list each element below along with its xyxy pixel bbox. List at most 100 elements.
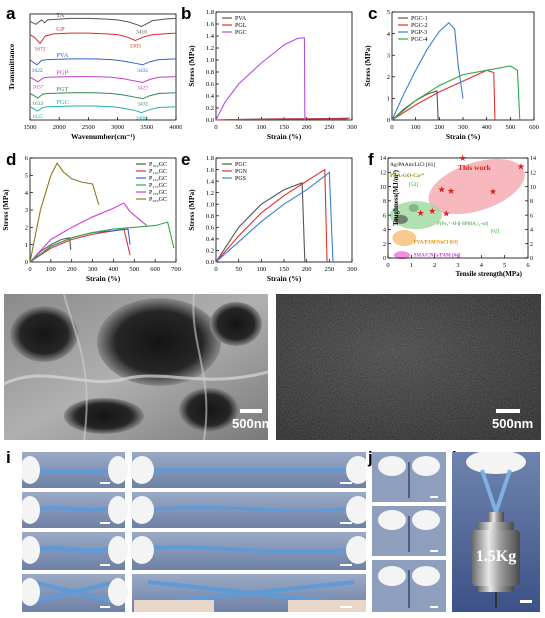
legend-label: P₁₀₀GC <box>149 162 167 168</box>
legend-label: PGC <box>235 30 247 36</box>
x-tick-label: 300 <box>458 124 468 131</box>
legend-label: PGN <box>235 169 248 175</box>
x-tick-label: 300 <box>347 124 357 131</box>
sem-image-h: 500nm <box>276 294 541 440</box>
region-sma <box>394 251 410 260</box>
photo-panel-j <box>372 452 446 612</box>
y-tick-label: 2 <box>387 74 390 81</box>
peak-label: 1625 <box>32 114 43 120</box>
y-tick-label-left: 10 <box>380 185 386 191</box>
y-tick-label: 4 <box>387 31 391 38</box>
panel-label-f: f <box>368 150 374 169</box>
legend-label: PGC <box>235 162 247 168</box>
y-tick-label-right: 14 <box>530 156 536 162</box>
y-tick-label: 0 <box>387 117 390 124</box>
y-tick-label-right: 2 <box>530 242 533 248</box>
series-line <box>391 22 464 121</box>
y-tick-label-right: 4 <box>530 228 533 234</box>
y-tick-label: 0.6 <box>206 225 215 232</box>
x-axis-label: Tensile strength(MPa) <box>456 270 523 278</box>
x-tick-label: 150 <box>279 124 289 131</box>
data-point-star: ★ <box>438 184 446 194</box>
x-tick-label: 200 <box>302 266 312 273</box>
data-point-star: ★ <box>417 208 425 218</box>
peak-label: 3410 <box>136 30 147 36</box>
x-tick-label: 400 <box>482 124 492 131</box>
x-tick-label: 5 <box>503 262 506 269</box>
series-line <box>391 69 496 121</box>
series-line <box>215 182 306 263</box>
x-axis-label: Wavenumber(cm⁻¹) <box>71 132 136 141</box>
photo-panel-i <box>22 452 366 612</box>
x-tick-label: 150 <box>279 266 289 273</box>
y-tick-label: 1.8 <box>206 155 214 162</box>
chart-annotation: PAA-GO-Ca²⁺ <box>390 172 424 179</box>
legend-label: P₁₅₀GC <box>149 176 167 182</box>
spectrum-line <box>29 92 177 100</box>
x-tick-label: 3500 <box>140 124 153 131</box>
scale-bar-h <box>496 409 520 413</box>
data-point-star: ★ <box>459 153 467 163</box>
y-tick-label: 0.8 <box>206 213 214 220</box>
panel-label-c: c <box>368 4 378 23</box>
y-tick-label-right: 10 <box>530 185 536 191</box>
x-tick-label: 2000 <box>53 124 66 131</box>
region-ag-paam <box>393 214 408 224</box>
peak-label: 3427 <box>137 85 148 91</box>
knot-photos <box>372 452 446 612</box>
x-tick-label: 200 <box>67 266 77 273</box>
legend-label: P₂₀₀GC <box>149 197 167 203</box>
peak-label: 3431 <box>137 102 148 108</box>
panel-label-j: j <box>368 448 373 467</box>
chart-annotation: P(Fe₃⁺-H-β-SPMA₁/₄-sd) <box>437 221 489 227</box>
stress-strain-chart-b: 0 50 100 150 200 250 300 0.0 0.2 0.4 0.6 0.8 1.0 1.2 1… <box>187 9 357 141</box>
y-tick-label: 0 <box>25 259 28 266</box>
peak-label: 1633 <box>32 101 43 107</box>
y-tick-label-right: 8 <box>530 199 533 205</box>
x-axis-label: Strain (%) <box>86 274 121 283</box>
y-tick-label: 1.4 <box>206 178 215 185</box>
y-tick-label: 3 <box>387 52 390 59</box>
legend-label: P₁₉₀GC <box>149 190 167 196</box>
y-tick-label: 6 <box>25 155 29 162</box>
y-axis-label: Transmittance <box>7 43 16 90</box>
y-tick-label: 1.2 <box>206 45 214 52</box>
sem-texture-h <box>276 294 541 440</box>
y-tick-label: 1.2 <box>206 190 214 197</box>
x-tick-label: 300 <box>347 266 357 273</box>
series-line <box>215 37 306 121</box>
x-axis-label: Strain (%) <box>267 274 302 283</box>
x-tick-label: 100 <box>256 124 266 131</box>
chart-annotation: This work <box>458 163 492 172</box>
x-tick-label: 3000 <box>111 124 124 131</box>
y-tick-label-right: 0 <box>530 256 533 262</box>
region-this-work <box>428 159 525 215</box>
region-paa-go <box>408 204 419 212</box>
x-tick-label: 50 <box>235 124 242 131</box>
legend-label: PGP-3 <box>411 30 427 36</box>
x-tick-label: 500 <box>129 266 139 273</box>
y-tick-label: 0.2 <box>206 248 214 255</box>
chart-annotation: SMA/CNFs/PAM [64] <box>414 254 461 259</box>
spectrum-line <box>29 32 177 45</box>
scale-bar-g <box>240 409 262 413</box>
panel-label-a: a <box>6 4 16 23</box>
y-tick-label-left: 12 <box>380 170 386 176</box>
x-tick-label: 2 <box>433 262 436 269</box>
x-tick-label: 300 <box>88 266 98 273</box>
data-point-star: ★ <box>428 206 436 216</box>
y-axis-label: Stress (MPa) <box>187 189 196 231</box>
legend-label: P₁₂₀GC <box>149 169 167 175</box>
y-tick-label-left: 4 <box>383 228 386 234</box>
spectrum-name: GP <box>56 26 65 33</box>
spectrum-name: PGT <box>56 86 68 93</box>
weight-photo <box>452 452 540 612</box>
y-tick-label: 2 <box>25 225 28 232</box>
y-tick-label-left: 8 <box>383 199 386 205</box>
y-tick-label-left: 14 <box>380 156 386 162</box>
spectrum-line <box>29 17 177 28</box>
y-tick-label: 1.4 <box>206 33 215 40</box>
panel-label-e: e <box>181 150 191 169</box>
y-tick-label: 0.4 <box>206 93 215 100</box>
